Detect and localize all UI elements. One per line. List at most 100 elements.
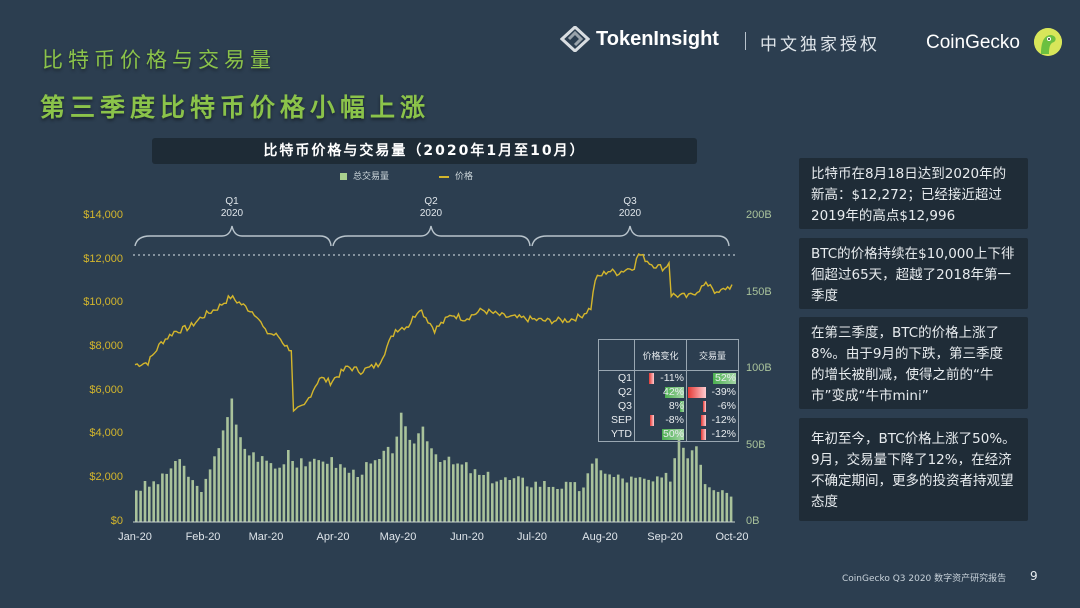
volume-bar [161,473,164,522]
x-tick: Mar-20 [248,531,284,543]
volume-bar [148,486,151,522]
volume-bar [278,467,281,522]
volume-bar [673,458,676,522]
volume-bar [326,463,329,522]
volume-bar [156,484,160,522]
legend-price: 价格 [439,169,473,182]
volume-bar [708,487,711,522]
y-left-tick: $0 [110,515,123,527]
volume-bar [356,477,359,522]
volume-bar [143,481,147,522]
footer-report: CoinGecko Q3 2020 数字资产研究报告 [842,574,1007,584]
note-card-4: 年初至今，BTC价格上涨了50%。9月，交易量下降了12%，在经济不确定期间，更… [799,418,1028,521]
volume-bar [521,477,524,522]
volume-bar [634,477,637,522]
volume-bar [165,473,168,522]
volume-bar [595,458,598,522]
volume-bar [243,448,247,522]
volume-bar [699,464,702,522]
tokeninsight-name: TokenInsight [596,27,719,50]
volume-bar [399,412,403,522]
price-change-cell: 50% [634,427,687,442]
volume-bar [538,486,542,522]
volume-bar [573,482,577,522]
volume-bar [499,479,503,522]
volume-bar [473,469,477,522]
volume-bar [438,462,442,522]
volume-bar [321,461,325,522]
positive-bar [661,429,684,440]
tokeninsight-diamond-icon [560,26,590,52]
positive-bar [680,401,684,412]
volume-bar [256,461,260,522]
volume-bar [395,436,399,522]
quarter-label-q1: Q1 2020 [220,196,244,219]
x-tick: Jan-20 [118,531,152,543]
volume-bar [204,478,208,522]
volume-bar [447,456,451,522]
price-line [134,253,733,413]
volume-bar [729,496,733,522]
volume-bar [226,417,229,522]
stats-row: Q1 -11% 52% [598,370,739,385]
volume-bar [365,462,368,522]
volume-bar [517,476,520,522]
tokeninsight-logo: TokenInsight [560,26,719,52]
legend-volume: 总交易量 [340,169,389,182]
volume-bar [221,430,225,522]
price-change-cell: 42% [634,385,687,399]
volume-bar [603,473,607,522]
y-left-tick: $8,000 [89,340,123,352]
volume-bar [347,472,351,522]
stats-row-label: Q1 [598,370,635,385]
x-tick: Aug-20 [582,531,618,543]
header-divider [745,32,746,50]
volume-bar [495,481,498,522]
y-left-tick: $2,000 [89,471,123,483]
volume-bar [339,464,342,522]
coingecko-brand: CoinGecko [926,32,1020,53]
volume-bar [152,481,155,522]
volume-bar [556,489,559,522]
volume-bar [260,456,264,522]
volume-bar [135,490,138,522]
x-tick: Feb-20 [185,531,221,543]
volume-bar [378,459,381,522]
volume-bar [417,433,420,522]
volume-bar [486,471,490,522]
price-change-cell: -8% [634,413,687,427]
y-left-tick: $10,000 [83,296,123,308]
volume-bar [382,450,386,522]
volume-bar [669,481,672,522]
volume-bar [590,463,594,522]
note-card-3: 在第三季度，BTC的价格上涨了8%。由于9月的下跌，第三季度的增长被削减，使得之… [799,317,1028,409]
volume-bar [456,463,459,522]
volume-bar [504,477,507,522]
quarter-label-q2: Q2 2020 [419,196,443,219]
volume-bar [651,481,655,522]
volume-change-cell: -6% [686,399,739,413]
volume-bar [386,446,390,522]
negative-bar [700,429,706,440]
volume-bar [404,426,407,522]
volume-bar [625,482,629,522]
stats-header-volume: 交易量 [686,339,739,371]
volume-bar [703,484,707,522]
volume-bar [569,482,572,522]
positive-bar [712,373,736,384]
volume-change-cell: -39% [686,385,739,399]
price-change-cell: 8% [634,399,687,413]
volume-bar [491,483,494,522]
volume-bar [686,458,689,522]
volume-bar [725,492,729,522]
volume-bar [443,460,446,522]
volume-bar [308,461,312,522]
volume-bar [330,457,333,522]
x-tick: Oct-20 [715,531,749,543]
volume-bar [551,486,555,522]
volume-bar [690,450,694,522]
volume-bar [586,473,590,522]
legend-volume-swatch [340,173,347,180]
price-change-cell: -11% [634,370,687,385]
